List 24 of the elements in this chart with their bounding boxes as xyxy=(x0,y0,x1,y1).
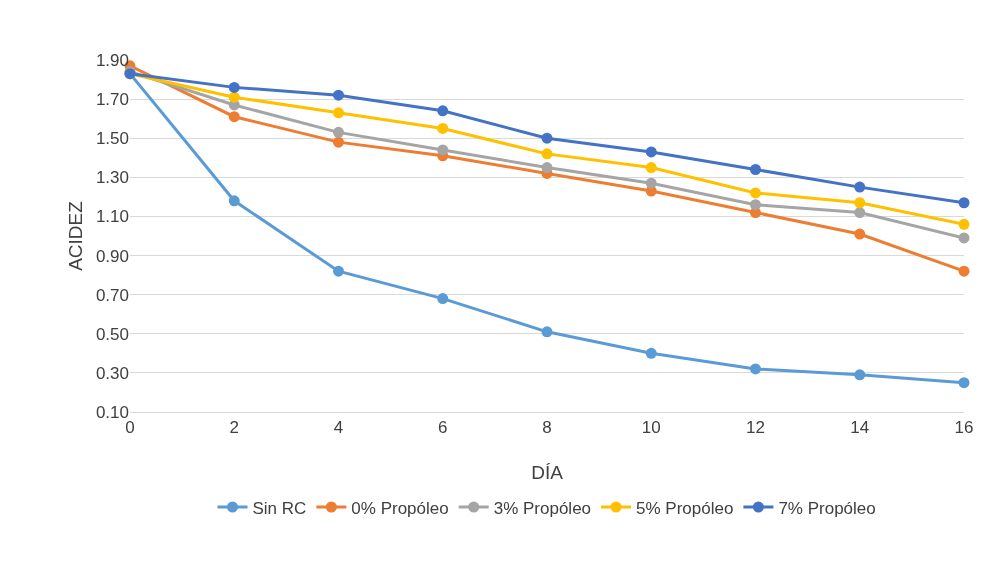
x-tick-label: 16 xyxy=(954,418,974,438)
y-tick-label: 1.30 xyxy=(95,168,129,188)
legend-label: Sin RC xyxy=(252,498,307,518)
x-tick-label: 6 xyxy=(438,418,448,438)
y-tick-label: 1.10 xyxy=(95,207,129,227)
legend-label: 0% Propóleo xyxy=(351,498,449,518)
x-tick-label: 14 xyxy=(850,418,870,438)
legend-label: 3% Propóleo xyxy=(493,498,592,518)
y-tick-label: 0.90 xyxy=(95,246,129,266)
y-tick-label: 0.50 xyxy=(95,324,129,344)
y-tick-label: 1.50 xyxy=(95,129,129,149)
x-tick-label: 12 xyxy=(746,418,765,438)
y-tick-label: 1.70 xyxy=(95,90,129,110)
y-tick-label: 0.30 xyxy=(95,363,129,383)
x-tick-label: 8 xyxy=(542,418,552,438)
legend-label: 5% Propóleo xyxy=(636,498,734,518)
x-tick-label: 10 xyxy=(641,418,661,438)
y-tick-label: 0.70 xyxy=(95,285,129,305)
y-tick-label: 1.90 xyxy=(95,50,129,70)
x-tick-label: 4 xyxy=(333,418,344,438)
x-axis-title: DÍA xyxy=(531,462,564,483)
x-tick-label: 2 xyxy=(229,418,239,438)
y-axis-title: ACIDEZ xyxy=(65,200,86,271)
legend-label: 7% Propóleo xyxy=(778,498,876,518)
